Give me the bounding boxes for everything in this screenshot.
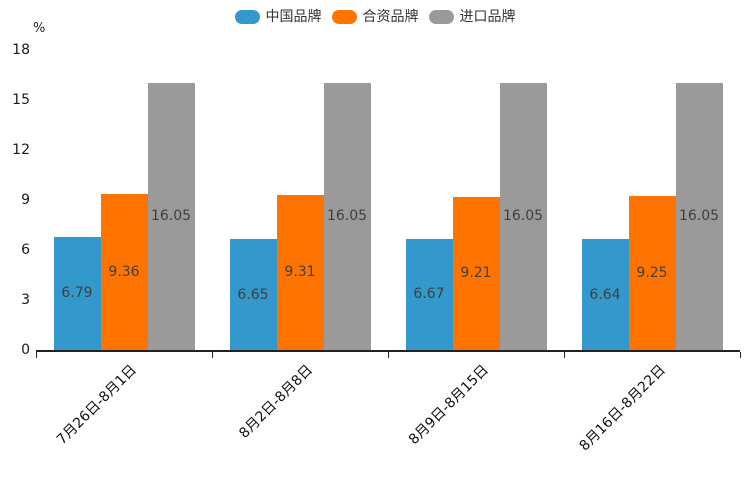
bar-value-label: 16.05: [326, 208, 368, 225]
bar-合资品牌-1[interactable]: [100, 194, 148, 350]
legend: 中国品牌 合资品牌 进口品牌: [0, 9, 750, 25]
x-axis-tick: [740, 352, 741, 358]
bar-中国品牌-3[interactable]: [405, 238, 453, 350]
bar-value-label: 6.64: [589, 286, 621, 303]
bar-中国品牌-1[interactable]: [53, 236, 101, 350]
x-axis-tick: [36, 352, 37, 358]
legend-item-1[interactable]: 中国品牌: [234, 9, 322, 25]
x-axis-tick: [212, 352, 213, 358]
bar-value-label: 6.65: [237, 286, 269, 303]
legend-label: 中国品牌: [265, 9, 322, 25]
y-axis-tick-label: 6: [21, 242, 30, 258]
bar-进口品牌-1[interactable]: [147, 82, 195, 350]
bar-value-label: 9.31: [284, 264, 316, 281]
x-axis-tick: [388, 352, 389, 358]
x-axis-tick: [564, 352, 565, 358]
x-axis-label: 8月9日-8月15日: [406, 362, 493, 448]
x-axis-label: 8月16日-8月22日: [576, 362, 669, 455]
legend-label: 进口品牌: [459, 9, 516, 25]
bar-value-label: 9.36: [108, 264, 140, 280]
y-axis-tick-label: 12: [12, 142, 30, 158]
legend-swatch-icon: [234, 10, 260, 24]
x-axis-label: 7月26日-8月1日: [54, 362, 141, 448]
y-axis-tick-label: 0: [21, 342, 30, 358]
y-axis-tick-label: 3: [21, 292, 30, 308]
x-axis-label: 8月2日-8月8日: [236, 362, 317, 442]
bar-合资品牌-3[interactable]: [452, 196, 500, 350]
y-axis-unit-label: %: [33, 21, 46, 36]
bar-value-label: 16.05: [502, 208, 544, 225]
bar-进口品牌-2[interactable]: [323, 82, 371, 350]
bar-合资品牌-2[interactable]: [276, 194, 324, 350]
y-axis-tick-label: 15: [12, 92, 30, 108]
bar-进口品牌-3[interactable]: [499, 82, 547, 350]
legend-label: 合资品牌: [362, 9, 419, 25]
bar-进口品牌-4[interactable]: [675, 82, 723, 350]
y-axis-tick-label: 18: [12, 42, 30, 58]
bar-中国品牌-4[interactable]: [581, 239, 629, 350]
bar-value-label: 9.25: [636, 264, 668, 281]
bar-value-label: 6.67: [413, 286, 445, 303]
y-axis-tick-label: 9: [21, 192, 30, 208]
bar-value-label: 9.21: [460, 265, 492, 282]
legend-item-3[interactable]: 进口品牌: [428, 9, 516, 25]
bar-合资品牌-4[interactable]: [628, 195, 676, 350]
x-axis-line: [36, 350, 740, 352]
legend-swatch-icon: [331, 10, 357, 24]
bar-中国品牌-2[interactable]: [229, 239, 277, 350]
bar-value-label: 16.05: [678, 208, 720, 225]
bar-value-label: 16.05: [150, 208, 192, 225]
bar-value-label: 6.79: [61, 285, 93, 302]
legend-swatch-icon: [428, 10, 454, 24]
legend-item-2[interactable]: 合资品牌: [331, 9, 419, 25]
